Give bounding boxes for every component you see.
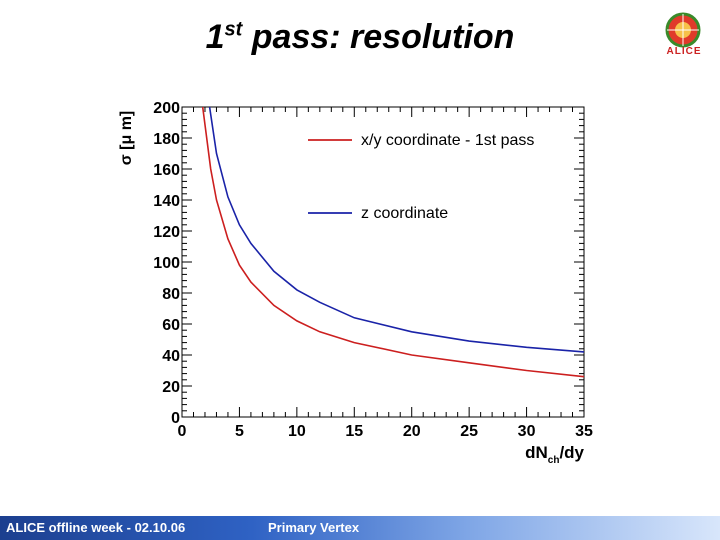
y-tick-label: 160 [153,162,180,179]
logo-text: ALICE [666,46,702,57]
footer-event-label: ALICE offline week - 02.10.06 [6,520,186,535]
x-axis-label-main: dN [525,443,548,462]
x-axis-label-tail: /dy [559,443,584,462]
x-tick-label: 20 [403,423,421,440]
x-tick-label: 30 [518,423,536,440]
x-tick-label: 5 [235,423,244,440]
x-tick-label: 15 [345,423,363,440]
x-axis-label-sub: ch [548,455,560,466]
x-tick-label: 25 [460,423,478,440]
legend: x/y coordinate - 1st pass z coordinate [308,132,534,222]
plot-frame [181,106,585,418]
y-axis-ticks: 0 20 40 60 80 100 120 140 160 180 200 [153,100,584,427]
y-tick-label: 100 [153,255,180,272]
footer-bar: ALICE offline week - 02.10.06 Primary Ve… [0,516,720,540]
series-lines [201,106,585,378]
slide-title: 1st pass: resolution [0,18,720,57]
title-rest: pass: resolution [242,18,515,56]
x-tick-label: 10 [288,423,306,440]
x-tick-label: 35 [575,423,593,440]
y-tick-label: 200 [153,100,180,117]
series-line-2 [208,106,585,353]
y-tick-label: 0 [171,410,180,427]
y-tick-label: 80 [162,286,180,303]
x-tick-label: 0 [178,423,187,440]
alice-logo-icon [665,12,701,48]
legend-label-2: z coordinate [361,205,448,222]
y-tick-label: 180 [153,131,180,148]
series-line-1 [201,106,585,378]
y-tick-label: 20 [162,379,180,396]
x-axis-ticks: 0 5 10 15 20 25 30 35 [178,107,593,440]
footer-topic-label: Primary Vertex [268,520,360,535]
resolution-chart: 0 20 40 60 80 100 120 140 160 180 200 0 5 10 15 20 25 30… [118,100,593,466]
y-axis-label: σ [μ m] [118,111,135,166]
y-tick-label: 40 [162,348,180,365]
x-axis-label: dNch/dy [525,443,584,466]
y-tick-label: 60 [162,317,180,334]
legend-label-1: x/y coordinate - 1st pass [361,132,534,149]
y-tick-label: 140 [153,193,180,210]
title-main: 1 [205,18,225,56]
y-tick-label: 120 [153,224,180,241]
title-superscript: st [224,18,243,41]
